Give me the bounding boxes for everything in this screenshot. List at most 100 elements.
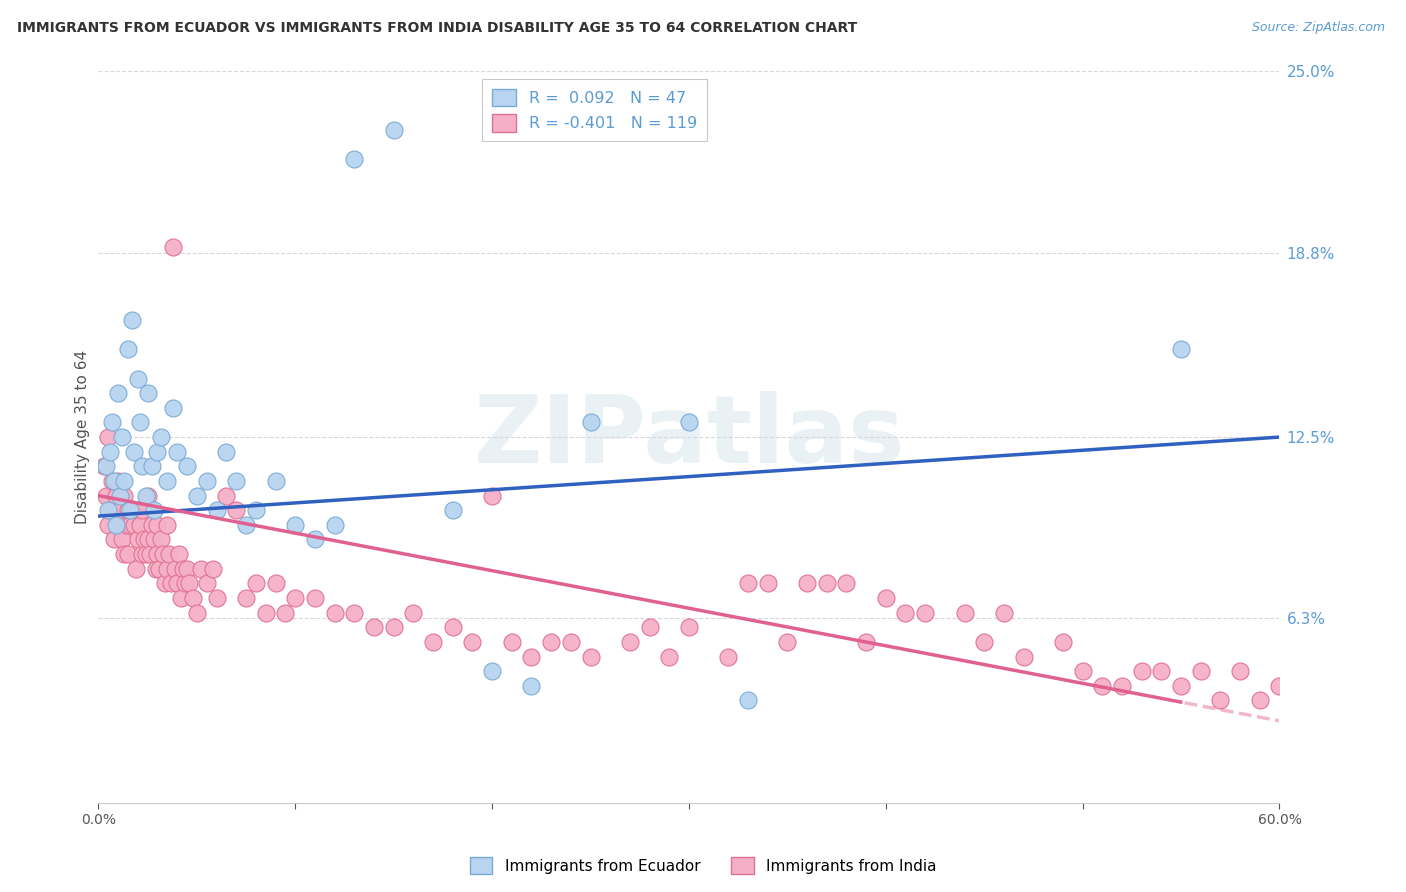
Point — [117, 503, 139, 517]
Point — [176, 562, 198, 576]
Point — [402, 606, 425, 620]
Point — [128, 517, 150, 532]
Point — [98, 503, 121, 517]
Point — [96, 459, 118, 474]
Point — [1189, 664, 1212, 678]
Point — [107, 517, 129, 532]
Point — [107, 474, 129, 488]
Point — [235, 517, 257, 532]
Text: IMMIGRANTS FROM ECUADOR VS IMMIGRANTS FROM INDIA DISABILITY AGE 35 TO 64 CORRELA: IMMIGRANTS FROM ECUADOR VS IMMIGRANTS FR… — [17, 21, 858, 35]
Point — [343, 152, 366, 166]
Point — [284, 591, 307, 605]
Point — [122, 517, 145, 532]
Point — [112, 547, 135, 561]
Point — [245, 503, 267, 517]
Point — [135, 489, 157, 503]
Point — [103, 533, 125, 547]
Point — [1367, 708, 1389, 723]
Y-axis label: Disability Age 35 to 64: Disability Age 35 to 64 — [75, 350, 90, 524]
Point — [156, 474, 179, 488]
Point — [953, 606, 976, 620]
Point — [323, 606, 346, 620]
Point — [579, 416, 602, 430]
Point — [1091, 679, 1114, 693]
Point — [117, 547, 139, 561]
Point — [132, 533, 155, 547]
Point — [1170, 679, 1192, 693]
Point — [914, 606, 936, 620]
Point — [737, 693, 759, 707]
Point — [146, 547, 169, 561]
Point — [176, 459, 198, 474]
Point — [125, 562, 148, 576]
Point — [619, 635, 641, 649]
Point — [1052, 635, 1074, 649]
Point — [1209, 693, 1232, 707]
Point — [127, 533, 149, 547]
Point — [245, 576, 267, 591]
Point — [264, 576, 287, 591]
Point — [181, 591, 204, 605]
Point — [190, 562, 212, 576]
Point — [1111, 679, 1133, 693]
Point — [162, 401, 184, 415]
Point — [138, 547, 160, 561]
Point — [122, 444, 145, 458]
Point — [1249, 693, 1271, 707]
Point — [98, 444, 121, 458]
Point — [145, 562, 167, 576]
Point — [136, 386, 159, 401]
Point — [215, 444, 238, 458]
Point — [111, 430, 134, 444]
Point — [254, 606, 277, 620]
Point — [146, 517, 169, 532]
Point — [141, 459, 163, 474]
Point — [422, 635, 444, 649]
Point — [111, 533, 134, 547]
Point — [148, 562, 170, 576]
Point — [205, 503, 228, 517]
Point — [363, 620, 385, 634]
Point — [501, 635, 523, 649]
Point — [1170, 343, 1192, 357]
Point — [540, 635, 562, 649]
Point — [343, 606, 366, 620]
Point — [205, 591, 228, 605]
Point — [166, 576, 188, 591]
Point — [165, 562, 187, 576]
Point — [195, 576, 218, 591]
Point — [172, 562, 194, 576]
Point — [112, 474, 135, 488]
Point — [815, 576, 838, 591]
Point — [638, 620, 661, 634]
Point — [1386, 708, 1406, 723]
Point — [894, 606, 917, 620]
Point — [756, 576, 779, 591]
Point — [658, 649, 681, 664]
Point — [323, 517, 346, 532]
Point — [737, 576, 759, 591]
Point — [136, 489, 159, 503]
Point — [717, 649, 740, 664]
Point — [117, 343, 139, 357]
Point — [118, 517, 141, 532]
Point — [274, 606, 297, 620]
Point — [118, 503, 141, 517]
Point — [461, 635, 484, 649]
Point — [1268, 679, 1291, 693]
Point — [560, 635, 582, 649]
Point — [796, 576, 818, 591]
Point — [284, 517, 307, 532]
Point — [156, 562, 179, 576]
Point — [131, 503, 153, 517]
Point — [304, 591, 326, 605]
Point — [156, 517, 179, 532]
Point — [160, 576, 183, 591]
Point — [121, 313, 143, 327]
Point — [579, 649, 602, 664]
Point — [105, 489, 128, 503]
Point — [195, 474, 218, 488]
Point — [441, 503, 464, 517]
Point — [150, 533, 173, 547]
Legend: R =  0.092   N = 47, R = -0.401   N = 119: R = 0.092 N = 47, R = -0.401 N = 119 — [482, 79, 707, 141]
